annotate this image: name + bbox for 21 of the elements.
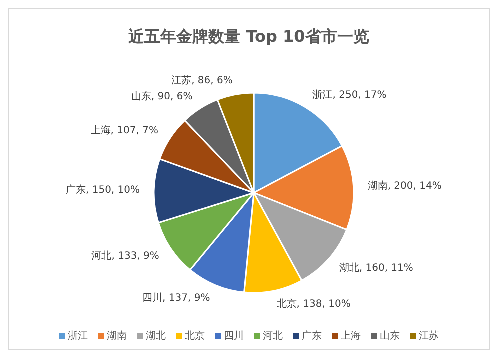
- legend-label: 北京: [185, 330, 205, 343]
- chart-title: 近五年金牌数量 Top 10省市一览: [128, 27, 370, 48]
- legend-label: 四川: [224, 330, 244, 343]
- category-label: 北京, 138, 10%: [276, 299, 351, 310]
- category-label: 广东, 150, 10%: [66, 185, 140, 196]
- category-label: 山东, 90, 6%: [131, 91, 193, 102]
- category-label: 浙江, 250, 17%: [312, 90, 387, 101]
- legend-label: 湖南: [107, 330, 127, 343]
- legend-label: 山东: [380, 330, 400, 343]
- legend-label: 江苏: [419, 330, 439, 343]
- category-label: 四川, 137, 9%: [142, 292, 210, 304]
- legend-label: 河北: [263, 330, 283, 343]
- legend-label: 湖北: [146, 330, 166, 343]
- legend-label: 广东: [302, 330, 322, 343]
- category-label: 江苏, 86, 6%: [172, 75, 233, 86]
- category-label: 河北, 133, 9%: [92, 251, 160, 262]
- category-label: 上海, 107, 7%: [90, 125, 158, 136]
- category-label: 湖北, 160, 11%: [339, 263, 414, 274]
- category-label: 湖南, 200, 14%: [368, 181, 442, 192]
- legend-label: 浙江: [68, 330, 88, 343]
- legend-label: 上海: [341, 330, 361, 343]
